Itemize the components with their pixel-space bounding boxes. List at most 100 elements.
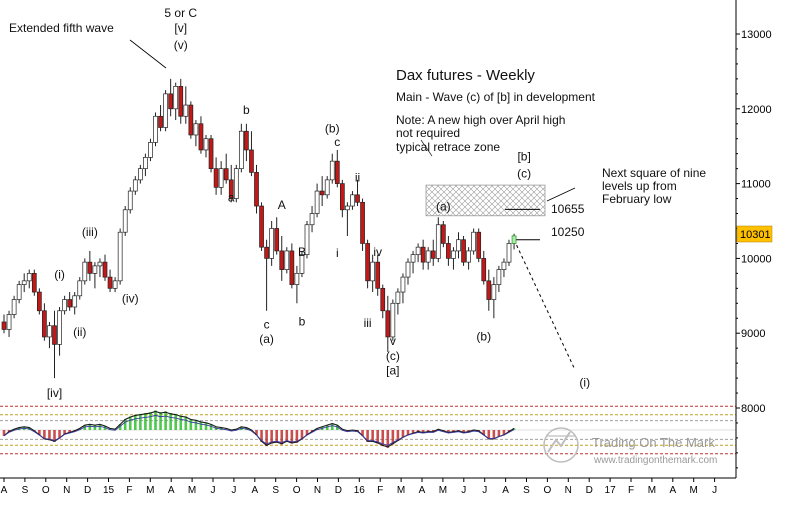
candle-body xyxy=(183,104,189,117)
x-tick-label: A xyxy=(1,485,8,496)
oscillator-bar xyxy=(68,430,71,433)
candle-body xyxy=(466,250,471,263)
oscillator-bar xyxy=(295,430,299,443)
candle-body xyxy=(259,205,264,248)
candle-body xyxy=(36,291,42,312)
candle-body xyxy=(324,179,330,196)
oscillator-bar xyxy=(285,430,289,442)
x-tick-label: A xyxy=(251,485,258,496)
candle-body xyxy=(451,250,456,259)
candle-body xyxy=(375,261,381,289)
y-tick-label-9000: 9000 xyxy=(741,328,765,340)
x-tick-label: J xyxy=(461,485,466,496)
candle-body xyxy=(486,280,492,300)
candle-body xyxy=(284,250,290,270)
x-tick-label: A xyxy=(419,485,426,496)
candle-body xyxy=(47,325,52,338)
candle-body xyxy=(168,93,173,110)
candle-body xyxy=(112,280,118,289)
candle-body xyxy=(511,235,517,244)
candle-body xyxy=(481,258,487,282)
wave-label: (iv) xyxy=(122,292,139,306)
candlestick-series xyxy=(1,78,517,379)
candle-body xyxy=(501,261,507,270)
candle-body xyxy=(132,179,138,192)
level-label-10655: 10655 xyxy=(551,202,585,216)
x-tick-label: S xyxy=(523,485,530,496)
oscillator-bar xyxy=(265,430,268,447)
wave-label: iii xyxy=(364,316,372,330)
side-note-pointer xyxy=(546,187,576,202)
oscillator-bar xyxy=(88,424,92,430)
candle-body xyxy=(309,213,315,226)
watermark-logo xyxy=(543,427,579,463)
x-tick-label: D xyxy=(586,485,593,496)
y-tick-label-12000: 12000 xyxy=(741,104,772,116)
candle-body xyxy=(233,168,239,199)
oscillator-bar xyxy=(159,412,162,430)
note-line-1: Note: A new high over April high xyxy=(396,113,565,127)
candle-body xyxy=(304,224,310,256)
x-tick-label: N xyxy=(63,485,70,496)
candle-body xyxy=(31,273,37,293)
wave-label: Extended fifth wave xyxy=(9,21,114,35)
axes: 8000 9000 10000 11000 12000 13000 A S O N D 15 F M A M J… xyxy=(0,0,772,496)
candle-body xyxy=(239,130,244,169)
oscillator-bar xyxy=(502,430,506,436)
wave-label: (i) xyxy=(54,268,65,282)
candle-body xyxy=(198,123,204,151)
oscillator-bar xyxy=(98,424,102,430)
oscillator-bar xyxy=(512,428,516,430)
candle-body xyxy=(72,295,78,308)
candle-body xyxy=(223,168,229,181)
oscillator-bar xyxy=(169,413,172,430)
oscillator-bar xyxy=(411,430,415,434)
x-tick-label: M xyxy=(146,485,154,496)
candle-body xyxy=(52,325,57,345)
side-note-line-3: February low xyxy=(602,192,672,206)
x-tick-label: J xyxy=(211,485,216,496)
oscillator-average-line xyxy=(3,414,515,446)
candle-body xyxy=(435,224,441,259)
oscillator-bar xyxy=(204,422,208,430)
x-tick-label: N xyxy=(565,485,572,496)
oscillator-panel xyxy=(0,405,736,455)
oscillator-bar xyxy=(53,430,56,442)
wave-label: (a) xyxy=(436,200,451,214)
oscillator-bar xyxy=(224,428,228,430)
candle-body xyxy=(208,138,214,169)
candle-body xyxy=(77,280,83,297)
projection-line xyxy=(513,239,576,370)
x-tick-label: O xyxy=(544,485,552,496)
oscillator-bar xyxy=(38,430,41,436)
candle-body xyxy=(279,250,285,270)
candle-body xyxy=(42,310,47,338)
wave-label: (iii) xyxy=(82,225,98,239)
oscillator-bar xyxy=(497,430,501,437)
retrace-zone-box xyxy=(425,184,546,217)
candle-body xyxy=(355,194,360,203)
x-tick-label: 15 xyxy=(103,485,115,496)
oscillator-bar xyxy=(492,430,496,440)
side-note-line-1: Next square of nine xyxy=(602,166,706,180)
candle-body xyxy=(188,104,194,136)
wave-labels: Extended fifth wave 5 or C[v] (v) (i) (ii) (i… xyxy=(9,6,590,400)
candle-body xyxy=(67,299,73,308)
wave-label: c xyxy=(264,318,270,332)
candle-body xyxy=(62,299,67,312)
x-tick-label: D xyxy=(84,485,91,496)
candle-body xyxy=(410,254,416,263)
candle-body xyxy=(370,261,375,282)
note-pointer xyxy=(420,139,433,157)
wave-label: ii xyxy=(355,170,360,184)
current-price-label: 10301 xyxy=(740,229,771,241)
candle-body xyxy=(441,224,446,244)
wave-label: A xyxy=(278,198,286,212)
candle-body xyxy=(1,321,7,330)
candle-body xyxy=(269,228,274,259)
x-tick-label: 16 xyxy=(354,485,366,496)
candle-body xyxy=(11,299,17,315)
level-label-10250: 10250 xyxy=(551,225,585,239)
x-tick-label: A xyxy=(669,485,676,496)
candle-body xyxy=(274,228,280,252)
